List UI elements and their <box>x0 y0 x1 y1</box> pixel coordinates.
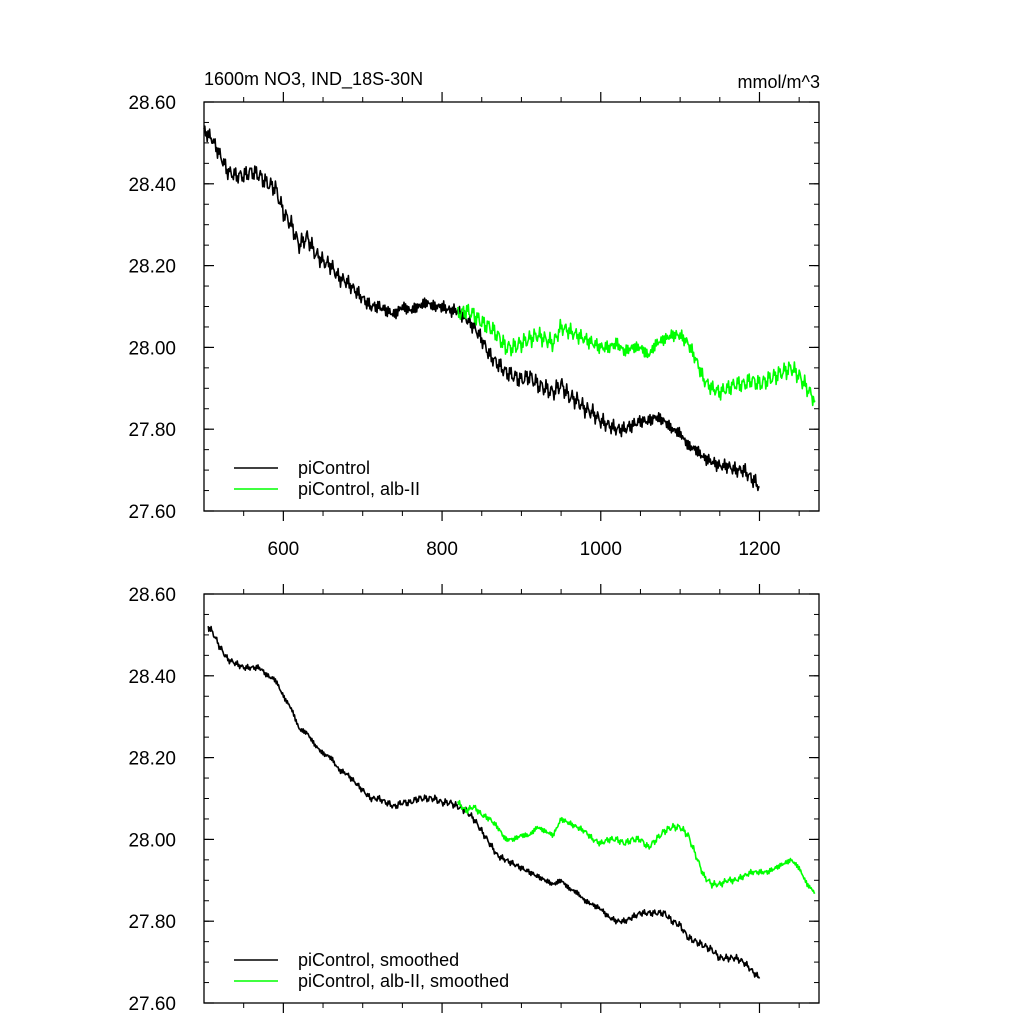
y-tick-label: 27.80 <box>128 912 176 933</box>
bottom-panel-y-tick-labels: 27.60 27.80 28.00 28.20 28.40 28.60 <box>128 585 176 1015</box>
top-panel-units: mmol/m^3 <box>738 72 820 92</box>
x-tick-label: 1000 <box>580 539 622 560</box>
y-tick-label: 28.40 <box>128 175 176 196</box>
x-tick-label: 600 <box>268 539 300 560</box>
x-tick-label: 1200 <box>738 539 780 560</box>
y-tick-label: 28.00 <box>128 830 176 851</box>
series-line-0 <box>207 625 761 979</box>
bottom-panel-ticks <box>204 584 819 1013</box>
top-panel-x-tick-labels: 600 800 1000 1200 <box>268 539 781 560</box>
series-line-1 <box>457 303 816 407</box>
top-panel-series-lines <box>203 125 816 492</box>
top-panel: 1600m NO3, IND_18S-30N mmol/m^3 27.6027.… <box>128 69 820 560</box>
top-panel-y-tick-labels: 27.60 27.80 28.00 28.20 28.40 28.60 <box>128 93 176 523</box>
series-line-1 <box>457 799 816 894</box>
series-line-0 <box>203 125 760 492</box>
top-panel-ticks <box>204 92 819 521</box>
y-tick-label: 27.60 <box>128 502 176 523</box>
y-tick-label: 28.60 <box>128 585 176 606</box>
legend-label: piControl <box>298 458 370 478</box>
y-tick-label: 27.80 <box>128 420 176 441</box>
y-tick-label: 28.20 <box>128 257 176 278</box>
bottom-panel-series-lines <box>207 625 816 979</box>
legend-label: piControl, alb-II, smoothed <box>298 971 509 991</box>
y-tick-label: 28.40 <box>128 667 176 688</box>
bottom-panel: 27.60 27.80 28.00 28.20 28.40 28.60 piControl… <box>128 584 820 1015</box>
y-tick-label: 28.60 <box>128 93 176 114</box>
y-tick-label: 28.00 <box>128 338 176 359</box>
legend-label: piControl, alb-II <box>298 479 420 499</box>
top-panel-title: 1600m NO3, IND_18S-30N <box>204 69 423 90</box>
x-tick-label: 800 <box>426 539 458 560</box>
legend-label: piControl, smoothed <box>298 950 459 970</box>
y-tick-label: 27.60 <box>128 994 176 1015</box>
y-tick-label: 28.20 <box>128 749 176 770</box>
